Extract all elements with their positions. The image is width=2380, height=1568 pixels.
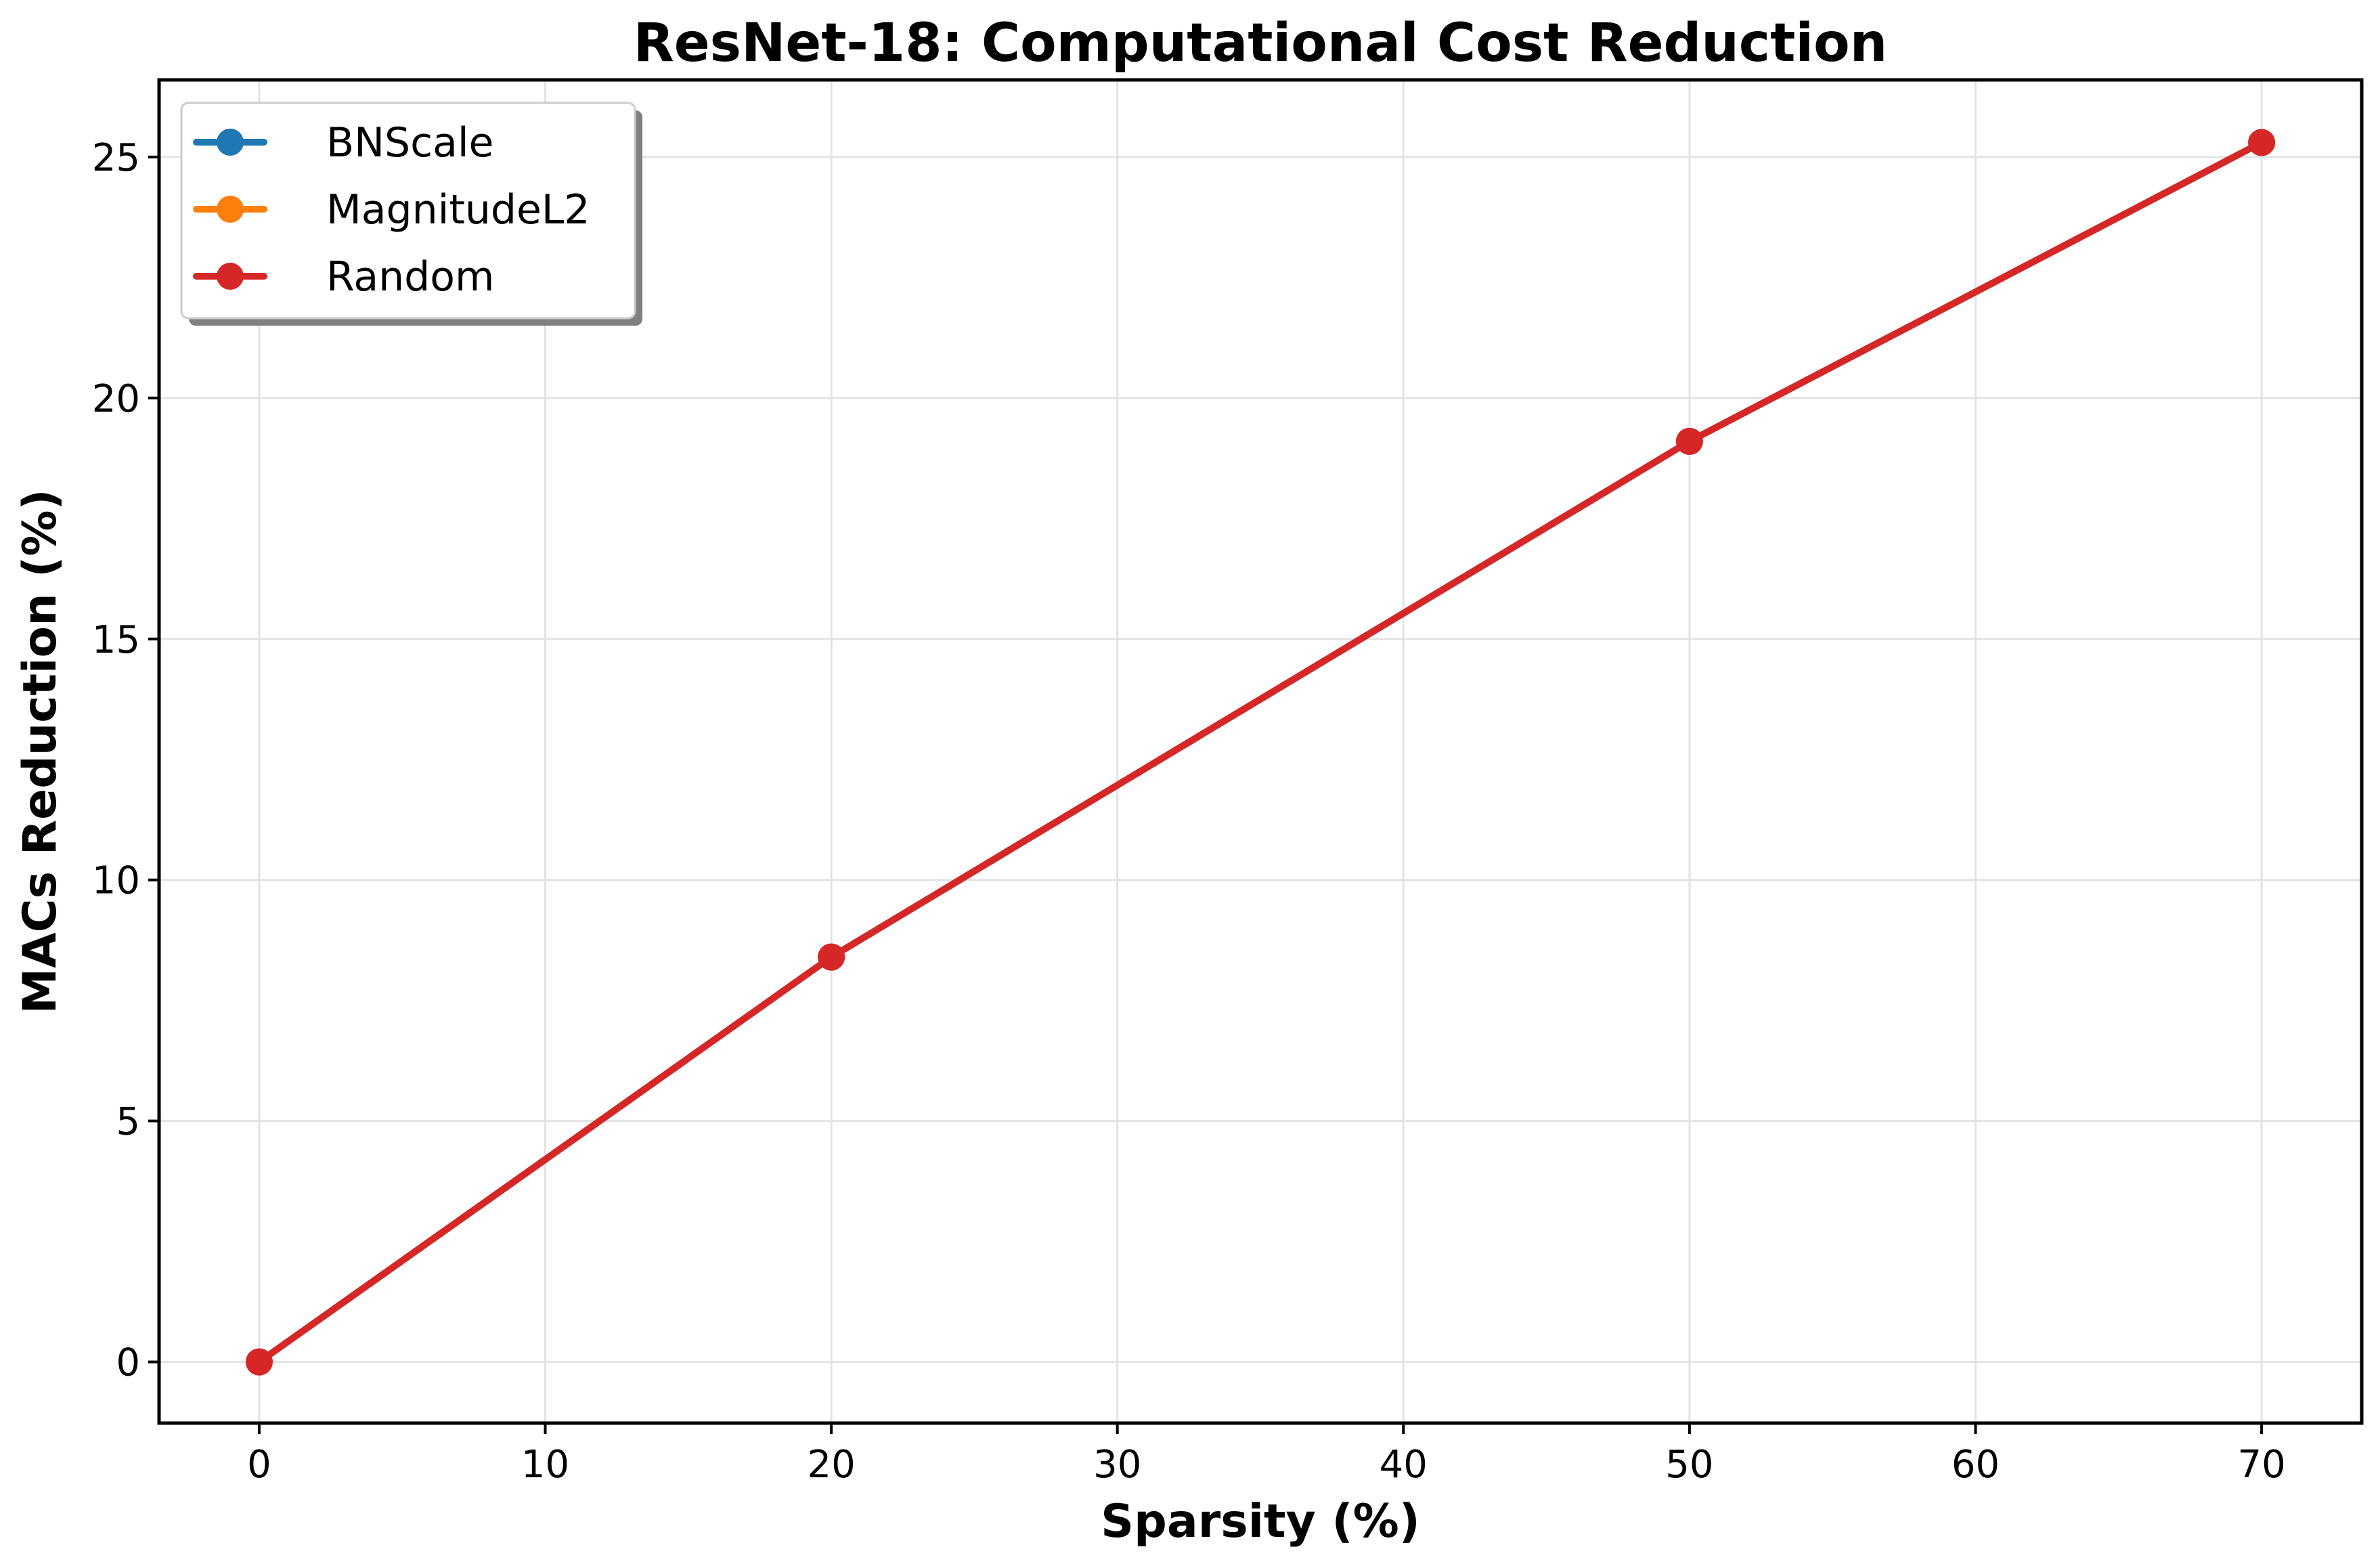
legend-box — [180, 102, 636, 320]
plot-frame — [157, 78, 2364, 1425]
x-tick-label: 40 — [1380, 1443, 1428, 1487]
y-tick-label: 0 — [116, 1341, 140, 1385]
legend-marker-random — [217, 263, 244, 290]
grid-lines — [159, 80, 2362, 1423]
x-tick-label: 20 — [807, 1443, 855, 1487]
tick-marks — [148, 155, 2264, 1434]
legend-marker-bnscale — [217, 129, 244, 156]
x-tick-label: 50 — [1665, 1443, 1713, 1487]
x-tick-label: 10 — [521, 1443, 569, 1487]
y-axis-title: MACs Reduction (%) — [14, 489, 67, 1014]
legend: BNScale MagnitudeL2 Random — [180, 102, 642, 326]
y-tick-label: 20 — [92, 377, 140, 421]
legend-entries: BNScale MagnitudeL2 Random — [193, 119, 590, 301]
chart-title: ResNet-18: Computational Cost Reduction — [634, 13, 1888, 74]
x-axis-title: Sparsity (%) — [1101, 1495, 1420, 1548]
data-point-random — [1675, 427, 1703, 455]
x-tick-label: 0 — [247, 1443, 271, 1487]
legend-entry-magnitudel2: MagnitudeL2 — [193, 186, 590, 234]
y-tick-label: 25 — [92, 136, 140, 180]
y-tick-label: 10 — [92, 859, 140, 903]
y-tick-labels: 0 5 10 15 20 25 — [92, 136, 140, 1385]
series-line-random — [255, 139, 2266, 1366]
series-layer — [245, 129, 2276, 1376]
legend-marker-magnitudel2 — [217, 196, 244, 223]
x-tick-labels: 0 10 20 30 40 50 60 70 — [247, 1443, 2286, 1487]
x-tick-label: 30 — [1093, 1443, 1141, 1487]
data-point-random — [245, 1348, 273, 1376]
legend-label-magnitudel2: MagnitudeL2 — [326, 186, 590, 234]
data-point-random — [818, 943, 845, 971]
legend-entry-bnscale: BNScale — [193, 119, 493, 167]
x-tick-label: 60 — [1952, 1443, 2000, 1487]
legend-label-bnscale: BNScale — [326, 119, 493, 167]
y-tick-label: 5 — [116, 1100, 140, 1144]
legend-label-random: Random — [326, 253, 494, 301]
legend-entry-random: Random — [193, 253, 494, 301]
series-random — [245, 129, 2276, 1376]
x-tick-label: 70 — [2237, 1443, 2285, 1487]
y-tick-label: 15 — [92, 618, 140, 662]
data-point-random — [2248, 129, 2276, 156]
